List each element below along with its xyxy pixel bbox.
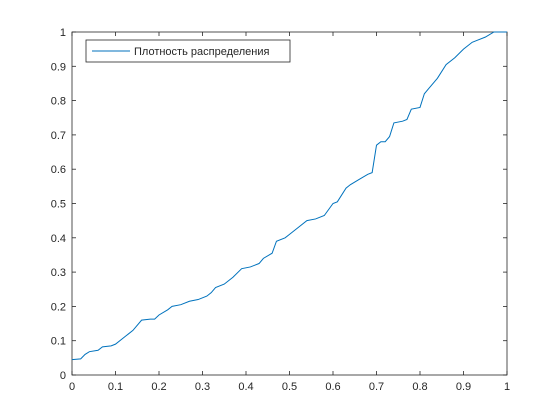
x-tick-label: 0.1	[108, 381, 123, 393]
legend-box	[85, 39, 291, 63]
y-tick-label: 0.7	[51, 130, 66, 142]
y-tick-label: 0.9	[51, 61, 66, 73]
x-tick-label: 0.4	[238, 381, 253, 393]
y-tick-label: 0.6	[51, 164, 66, 176]
x-tick-label: 0	[69, 381, 75, 393]
y-tick-label: 0.1	[51, 336, 66, 348]
x-tick-label: 1	[504, 381, 510, 393]
y-tick-label: 0.5	[51, 199, 66, 211]
x-tick-label: 0.9	[456, 381, 471, 393]
axes-box	[71, 31, 508, 376]
x-tick-label: 0.2	[151, 381, 166, 393]
y-tick-label: 0.3	[51, 267, 66, 279]
x-tick-label: 0.5	[282, 381, 297, 393]
x-tick-label: 0.6	[325, 381, 340, 393]
y-tick-label: 1	[60, 27, 66, 39]
y-tick-label: 0.2	[51, 301, 66, 313]
x-tick-label: 0.7	[369, 381, 384, 393]
x-tick-label: 0.3	[195, 381, 210, 393]
y-tick-label: 0.8	[51, 96, 66, 108]
line	[71, 31, 507, 361]
legend-label: Плотность распределения	[134, 46, 269, 58]
y-tick-label: 0	[60, 370, 66, 382]
y-tick-label: 0.4	[51, 233, 66, 245]
x-tick-label: 0.8	[412, 381, 427, 393]
